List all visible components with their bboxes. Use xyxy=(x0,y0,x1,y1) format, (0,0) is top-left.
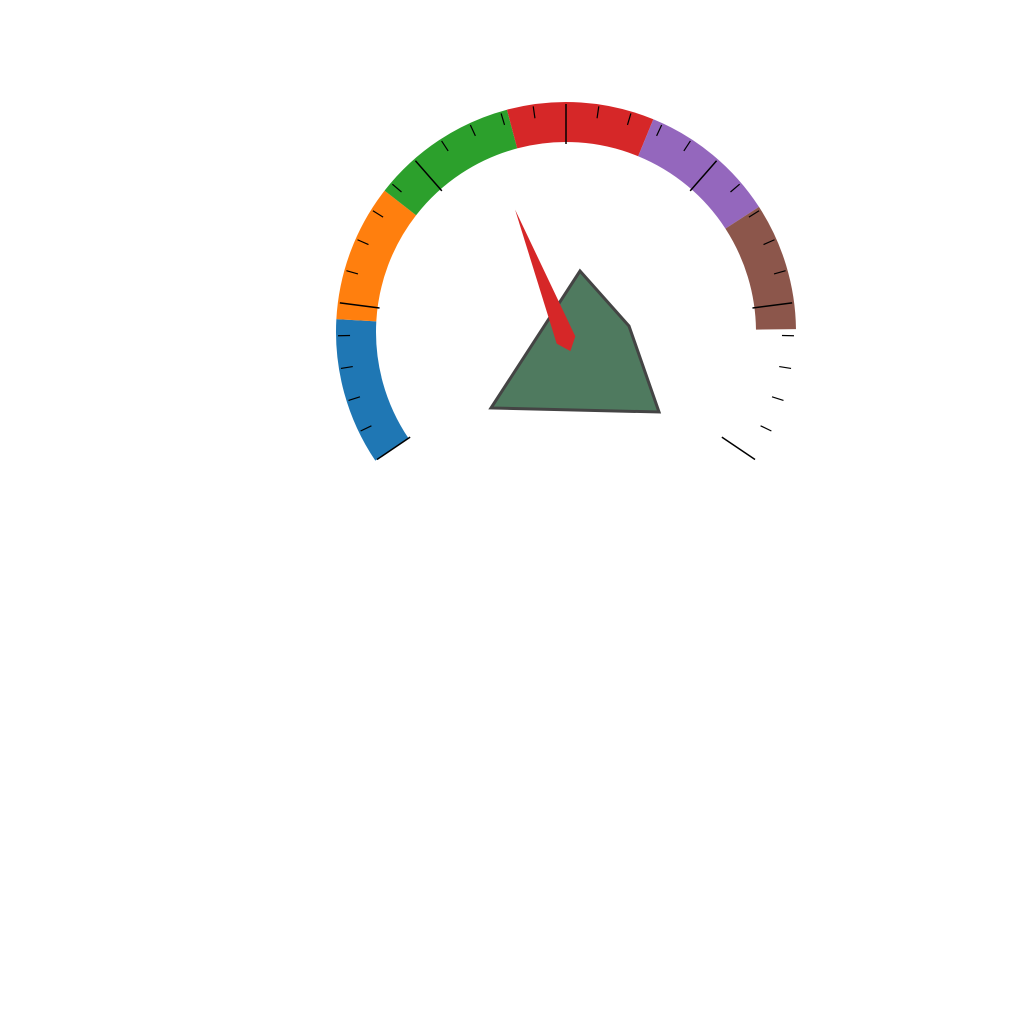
gauge-hub-shape xyxy=(488,268,662,414)
gauge-band xyxy=(506,102,654,157)
minor-tick xyxy=(500,113,506,126)
major-tick xyxy=(721,436,756,461)
minor-tick xyxy=(771,396,784,402)
minor-tick xyxy=(683,140,691,152)
minor-tick xyxy=(748,210,760,218)
minor-tick xyxy=(656,124,663,137)
minor-tick xyxy=(360,425,372,432)
gauge-band xyxy=(638,119,759,229)
minor-tick xyxy=(441,140,449,152)
minor-tick xyxy=(372,210,384,218)
gauge-band xyxy=(725,206,796,330)
gauge-band xyxy=(384,109,518,216)
minor-tick xyxy=(340,365,353,370)
minor-tick xyxy=(730,183,741,193)
minor-tick xyxy=(626,113,632,126)
minor-tick xyxy=(391,183,402,193)
minor-tick xyxy=(357,239,369,246)
major-tick xyxy=(414,160,443,192)
minor-tick xyxy=(773,270,786,275)
minor-tick xyxy=(760,425,772,432)
minor-tick xyxy=(348,396,361,402)
gauge-needle xyxy=(515,209,576,352)
gauge-ticks xyxy=(338,104,794,461)
gauge-band xyxy=(336,319,409,461)
minor-tick xyxy=(532,106,536,119)
minor-tick xyxy=(763,239,775,246)
minor-tick xyxy=(346,270,359,275)
minor-tick xyxy=(596,106,600,119)
gauge-band xyxy=(336,190,417,322)
minor-tick xyxy=(779,365,792,370)
major-tick xyxy=(376,436,411,461)
major-tick xyxy=(752,302,793,309)
major-tick xyxy=(339,302,380,309)
minor-tick xyxy=(469,124,476,137)
gauge-bands xyxy=(336,102,796,461)
major-tick xyxy=(689,160,718,192)
